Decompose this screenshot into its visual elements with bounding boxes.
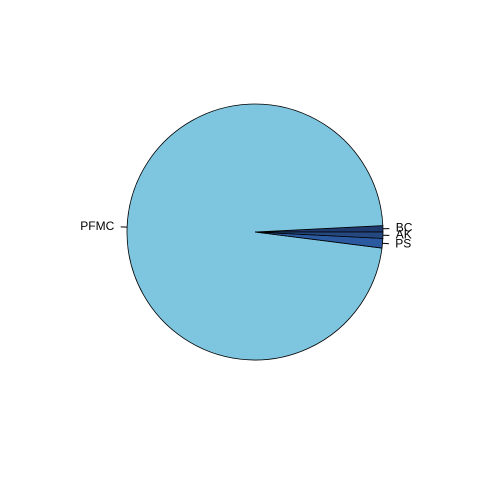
pie-slice bbox=[126, 103, 384, 361]
pie-slice bbox=[254, 231, 384, 239]
slice-label: PFMC bbox=[80, 219, 114, 233]
slice-label: PS bbox=[395, 237, 411, 251]
slice-label: AK bbox=[396, 228, 412, 242]
slice-label: BC bbox=[396, 221, 413, 235]
label-tick bbox=[382, 242, 389, 245]
